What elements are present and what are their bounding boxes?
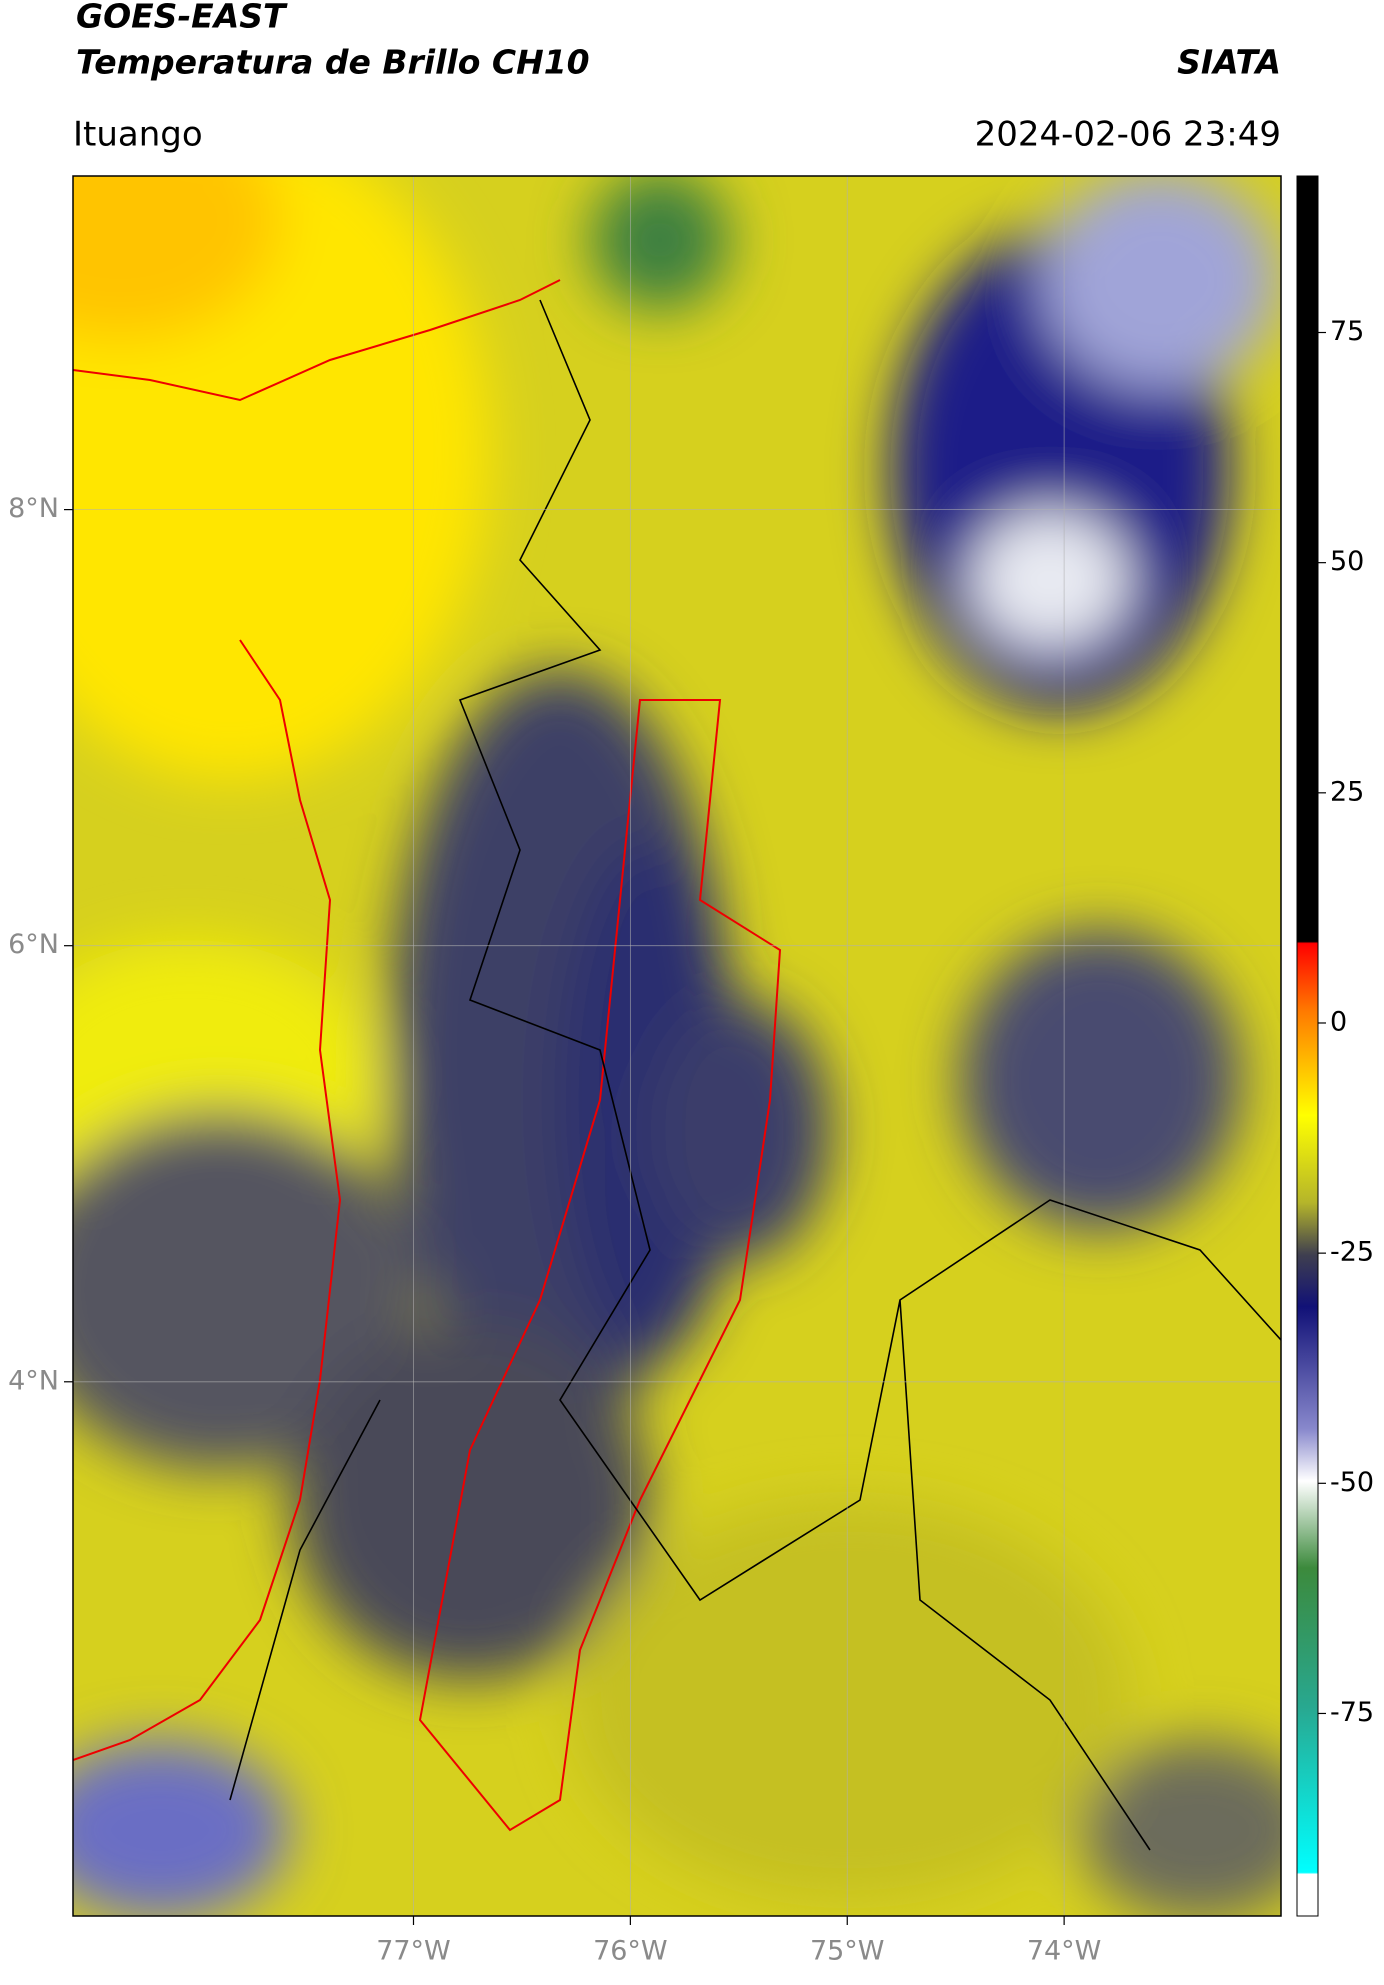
colorbar-tick-label: -25 <box>1330 1237 1374 1268</box>
map-image <box>73 176 1281 1916</box>
title: GOES-EAST <box>76 0 288 36</box>
colorbar-tick-label: 75 <box>1330 316 1364 347</box>
colorbar <box>1296 175 1319 1917</box>
x-tick-label: 74°W <box>1027 1936 1102 1967</box>
x-tick-label: 75°W <box>810 1936 885 1967</box>
y-tick-label: 8°N <box>8 493 59 524</box>
colorbar-tick-label: -50 <box>1330 1467 1374 1498</box>
y-tick-label: 6°N <box>8 929 59 960</box>
y-tick-label: 4°N <box>8 1365 59 1396</box>
colorbar-tick-label: 50 <box>1330 546 1364 577</box>
brand: SIATA <box>1177 43 1281 82</box>
location: Ituango <box>73 115 203 155</box>
map-frame <box>72 175 1282 1917</box>
colorbar-tick-label: -75 <box>1330 1697 1374 1728</box>
colorbar-tick-label: 25 <box>1330 776 1364 807</box>
datetime: 2024-02-06 23:49 <box>975 115 1281 155</box>
colorbar-tick-label: 0 <box>1330 1006 1347 1037</box>
x-tick-label: 77°W <box>376 1936 451 1967</box>
x-tick-label: 76°W <box>593 1936 668 1967</box>
subtitle: Temperatura de Brillo CH10 <box>76 43 590 82</box>
